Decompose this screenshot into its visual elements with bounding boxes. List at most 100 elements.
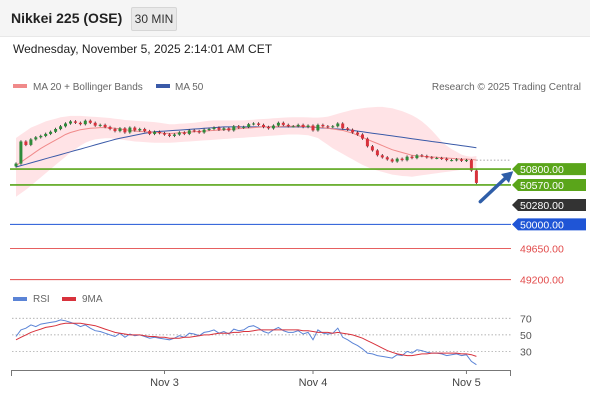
candle-body (227, 128, 231, 131)
candle-body (415, 155, 419, 159)
candle-body (54, 129, 58, 132)
candle-body (34, 137, 38, 140)
candle-body (385, 157, 389, 160)
candle-body (326, 126, 330, 128)
candle-body (351, 129, 355, 133)
candle-body (29, 139, 33, 145)
candle-body (39, 135, 43, 138)
candle-body (301, 124, 305, 127)
candle-body (163, 133, 166, 135)
pivot-label: 50000.00 (512, 218, 586, 231)
x-tick-label-1: Nov 4 (299, 377, 328, 389)
ma9-legend-label: 9MA (82, 294, 103, 305)
ma50-legend-swatch (156, 84, 170, 88)
rsi-legend-swatch (13, 297, 27, 301)
candle-body (217, 127, 221, 130)
candle-body (380, 155, 384, 158)
last-price-label-bg (512, 199, 586, 212)
candle-body (212, 127, 216, 129)
candle-body (464, 160, 468, 162)
ma9-legend-swatch (62, 297, 76, 301)
resistance-2-label-text: 50570.00 (520, 180, 564, 192)
candle-body (148, 131, 152, 134)
last-price-label: 50280.00 (512, 199, 586, 212)
price-chart: 50800.00 50570.00 50280.00 50000.00 49650.00… (10, 106, 586, 287)
candle-body (474, 170, 478, 183)
ma20-line (15, 125, 477, 167)
candle-body (247, 124, 251, 127)
candle-body (296, 124, 300, 127)
candle-body (232, 126, 236, 131)
candle-body (242, 126, 246, 128)
candle-body (153, 131, 157, 134)
candle-body (375, 150, 379, 156)
candle-body (341, 123, 345, 129)
candle-body (128, 127, 132, 133)
candle-body (113, 129, 117, 132)
candle-body (182, 132, 186, 134)
candle-body (207, 129, 211, 130)
candle-body (435, 158, 439, 159)
copyright-label: Research © 2025 Trading Central (432, 82, 581, 93)
candle-body (365, 138, 369, 147)
rsi-tick-30: 30 (520, 346, 532, 358)
candle-body (133, 127, 137, 131)
resistance-2-label: 50570.00 (512, 178, 586, 192)
candle-body (321, 124, 325, 127)
candle-body (276, 122, 280, 126)
resistance-1-label-text: 50800.00 (520, 164, 564, 176)
candle-body (390, 159, 394, 162)
chart-datetime: Wednesday, November 5, 2025 2:14:01 AM C… (13, 42, 273, 56)
candle-body (44, 133, 48, 136)
pivot-label-text: 50000.00 (520, 219, 564, 231)
candle-body (286, 124, 290, 127)
candle-body (395, 158, 399, 162)
candle-body (361, 134, 364, 139)
candle-body (222, 128, 226, 130)
rsi-line (15, 319, 477, 366)
candle-body (64, 123, 67, 127)
x-tick-label-0: Nov 3 (150, 377, 179, 389)
candle-body (445, 158, 449, 161)
candle-body (311, 125, 315, 131)
candle-body (197, 131, 201, 133)
candle-body (460, 159, 463, 161)
candle-body (19, 141, 23, 164)
candle-body (69, 121, 72, 124)
candle-body (336, 123, 340, 127)
candle-body (103, 124, 107, 127)
candle-body (271, 125, 275, 129)
chart-header: Nikkei 225 (OSE) 30 MIN (0, 0, 590, 37)
x-tick-label-2: Nov 5 (452, 377, 481, 389)
candle-body (88, 120, 92, 123)
x-axis: Nov 3 Nov 4 Nov 5 (11, 370, 511, 389)
rsi-tick-50: 50 (520, 330, 532, 342)
candle-body (455, 159, 459, 161)
last-price-label-text: 50280.00 (520, 200, 564, 212)
ma50-legend-label: MA 50 (175, 82, 204, 93)
candle-body (98, 124, 102, 126)
candle-body (237, 126, 241, 128)
rsi-chart: 70 50 30 (12, 313, 532, 366)
candle-body (430, 157, 434, 159)
candle-body (469, 160, 473, 171)
candle-body (158, 131, 162, 134)
ma50-line (15, 126, 477, 168)
support-1-label: 49650.00 (520, 244, 564, 256)
candle-body (370, 146, 374, 151)
ma20-legend-swatch (13, 84, 27, 88)
support-2-label: 49200.00 (520, 275, 564, 287)
candle-body (316, 124, 320, 131)
candle-body (450, 160, 454, 162)
candle-body (291, 126, 295, 128)
candle-body (405, 156, 409, 161)
instrument-title: Nikkei 225 (OSE) (11, 10, 123, 26)
candle-body (49, 131, 53, 134)
candle-body (400, 158, 404, 161)
candle-body (143, 129, 147, 132)
candle-body (257, 123, 261, 125)
resistance-1-label: 50800.00 (512, 163, 586, 176)
interval-button[interactable]: 30 MIN (131, 7, 177, 31)
candle-body (331, 126, 335, 128)
